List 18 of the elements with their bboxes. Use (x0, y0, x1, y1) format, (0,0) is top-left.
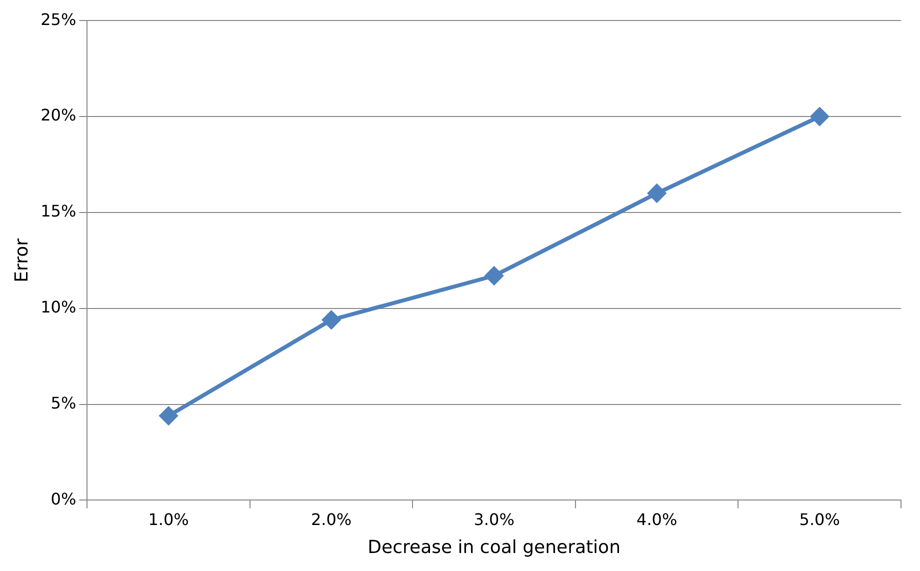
x-tick-label: 1.0% (148, 510, 189, 529)
y-tick-label: 10% (40, 298, 76, 317)
y-tick-label: 20% (40, 106, 76, 125)
point (485, 266, 504, 285)
point (810, 108, 829, 126)
point (160, 406, 178, 425)
y-tick-label: 25% (40, 10, 76, 29)
point (322, 310, 340, 329)
x-tick-label: 2.0% (310, 510, 352, 529)
x-tick-label: 4.0% (636, 510, 678, 529)
x-axis-title: Decrease in coal generation (368, 536, 620, 558)
y-tick-label: 0% (50, 489, 76, 508)
y-tick-label: 5% (50, 393, 76, 412)
y-axis-title: Error (11, 238, 32, 282)
y-tick-label: 15% (40, 202, 76, 221)
x-tick-label: 3.0% (474, 510, 514, 529)
x-tick-label: 5.0% (799, 510, 840, 529)
point (648, 184, 666, 202)
